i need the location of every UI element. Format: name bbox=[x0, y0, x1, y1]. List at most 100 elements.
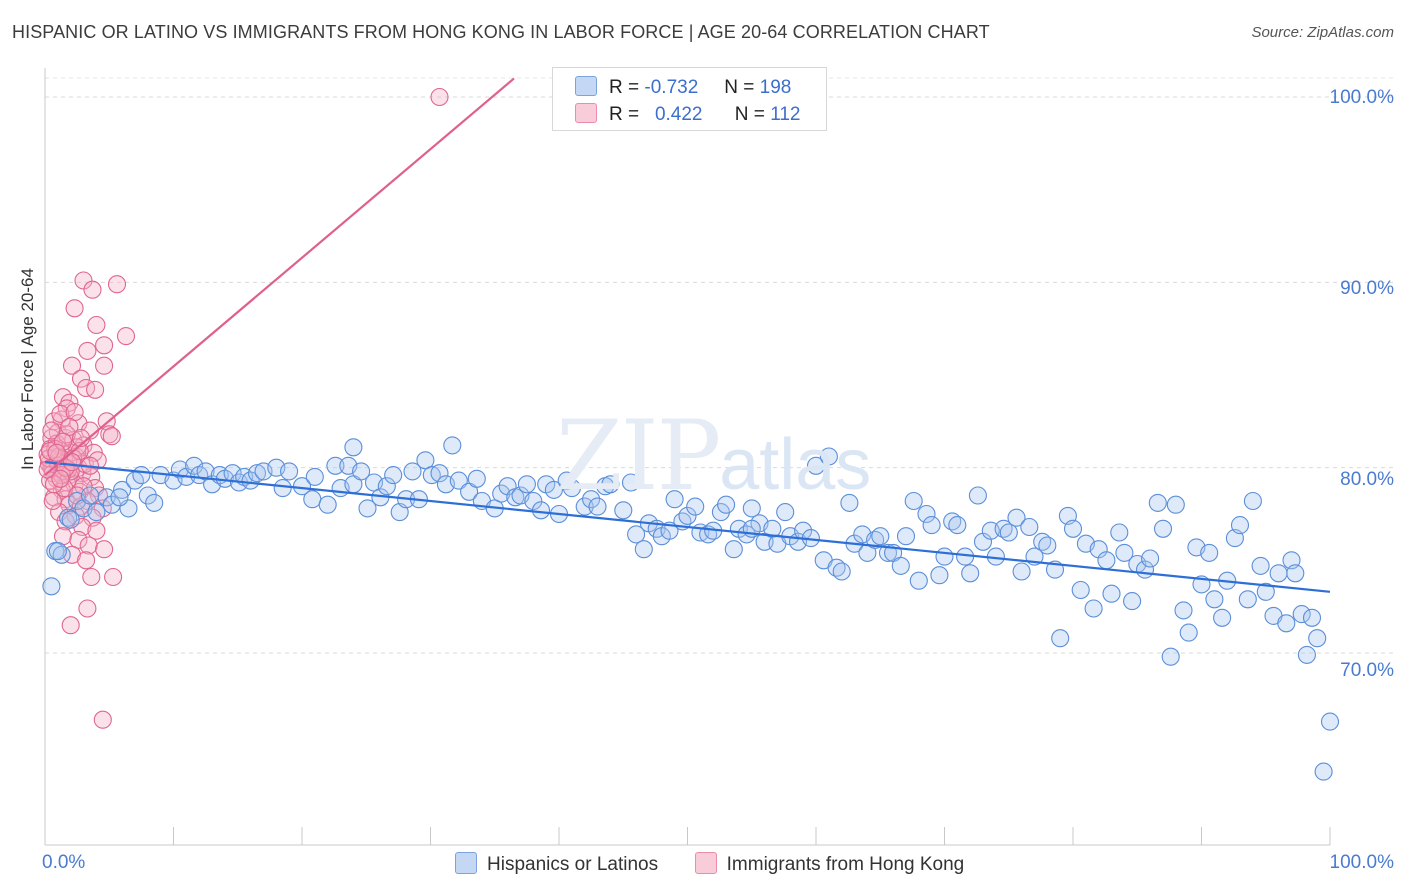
hispanic-point bbox=[742, 499, 761, 518]
hispanic-point bbox=[185, 456, 204, 475]
hispanic-point bbox=[1205, 590, 1224, 609]
hong-kong-point bbox=[78, 341, 97, 360]
hispanic-point bbox=[1115, 543, 1134, 562]
hispanic-point bbox=[132, 466, 151, 485]
hispanic-point bbox=[42, 577, 61, 596]
legend-swatch-blue bbox=[455, 852, 477, 874]
hispanic-point bbox=[1243, 491, 1262, 511]
hispanic-point bbox=[840, 493, 859, 512]
legend-swatch-blue bbox=[575, 76, 597, 96]
hispanic-point bbox=[1297, 645, 1316, 664]
hong-kong-point bbox=[53, 432, 73, 451]
hispanic-point bbox=[1102, 584, 1121, 603]
hispanic-point bbox=[517, 475, 536, 494]
hispanic-point bbox=[1084, 599, 1103, 618]
hispanic-point bbox=[1200, 543, 1219, 562]
hispanic-point bbox=[961, 564, 980, 583]
hispanic-point bbox=[1153, 519, 1173, 538]
hispanic-point bbox=[1269, 564, 1288, 583]
hispanic-point bbox=[138, 486, 157, 505]
hispanic-point bbox=[1012, 562, 1031, 581]
series-immigrants-hong-kong bbox=[38, 87, 449, 729]
hong-kong-point bbox=[77, 378, 96, 398]
hispanic-point bbox=[113, 480, 132, 499]
legend: R = -0.732 N = 198 R = 0.422 N = 112 bbox=[552, 67, 827, 131]
hispanic-point bbox=[1161, 647, 1180, 666]
hispanic-point bbox=[318, 495, 337, 514]
hispanic-point bbox=[303, 490, 322, 509]
hispanic-point bbox=[1286, 564, 1305, 583]
hispanic-point bbox=[1302, 608, 1322, 627]
hispanic-point bbox=[1007, 508, 1026, 527]
hispanic-point bbox=[819, 447, 838, 466]
hispanic-point bbox=[621, 473, 641, 492]
hong-kong-point bbox=[82, 567, 101, 587]
hispanic-point bbox=[627, 525, 646, 544]
hispanic-point bbox=[1097, 551, 1116, 570]
hong-kong-point bbox=[87, 521, 106, 540]
hispanic-point bbox=[1238, 590, 1257, 609]
hispanic-point bbox=[575, 497, 594, 516]
hispanic-point bbox=[678, 506, 697, 525]
hispanic-point bbox=[273, 479, 292, 498]
hong-kong-point bbox=[430, 87, 449, 107]
y-tick-label: 90.0% bbox=[1340, 278, 1394, 299]
x-tick-label: 0.0% bbox=[42, 852, 86, 873]
hispanic-point bbox=[344, 438, 363, 457]
hispanic-point bbox=[1038, 536, 1057, 555]
hispanic-point bbox=[377, 477, 396, 496]
hispanic-point bbox=[443, 436, 462, 455]
hispanic-point bbox=[422, 466, 441, 485]
hispanic-point bbox=[1213, 608, 1232, 627]
hispanic-point bbox=[1166, 495, 1185, 514]
hong-kong-point bbox=[116, 327, 136, 346]
hong-kong-point bbox=[83, 280, 102, 299]
hong-kong-point bbox=[61, 616, 80, 635]
hispanic-point bbox=[588, 497, 607, 516]
hispanic-point bbox=[358, 499, 377, 518]
hong-kong-point bbox=[77, 551, 96, 570]
hispanic-point bbox=[170, 460, 189, 479]
bottom-legend: Hispanics or Latinos Immigrants from Hon… bbox=[455, 852, 964, 876]
hispanic-point bbox=[59, 508, 78, 527]
hong-kong-point bbox=[51, 469, 70, 488]
hispanic-point bbox=[1256, 582, 1275, 601]
legend-swatch-pink bbox=[575, 103, 597, 123]
hispanic-point bbox=[1020, 517, 1039, 537]
hispanic-point bbox=[665, 490, 684, 509]
hispanic-point bbox=[904, 491, 923, 511]
hispanic-point bbox=[384, 466, 403, 485]
hispanic-point bbox=[917, 504, 936, 524]
trend-lines bbox=[44, 77, 1331, 593]
hispanic-point bbox=[922, 516, 941, 535]
hispanic-point bbox=[686, 497, 705, 516]
x-tick-label: 100.0% bbox=[1329, 852, 1394, 873]
hispanic-point bbox=[544, 480, 563, 499]
chart-title: HISPANIC OR LATINO VS IMMIGRANTS FROM HO… bbox=[12, 22, 990, 42]
hong-kong-point bbox=[62, 356, 82, 375]
hong-kong-point bbox=[86, 380, 105, 399]
hispanic-point bbox=[48, 542, 67, 561]
hispanic-point bbox=[1308, 629, 1327, 648]
hispanic-point bbox=[634, 540, 653, 559]
hispanic-point bbox=[61, 510, 80, 529]
hong-kong-point bbox=[71, 369, 91, 388]
legend-row-pink: R = 0.422 N = 112 bbox=[575, 103, 800, 126]
hispanic-point bbox=[891, 556, 910, 575]
watermark: ZIPatlas bbox=[556, 400, 872, 512]
hong-kong-point bbox=[47, 443, 66, 462]
hong-kong-point bbox=[102, 427, 121, 446]
hong-kong-point bbox=[41, 441, 60, 461]
hispanic-point bbox=[1063, 519, 1083, 538]
series-hispanics-latinos bbox=[42, 436, 1340, 781]
hispanic-point bbox=[1123, 592, 1142, 611]
legend-label-hong-kong: Immigrants from Hong Kong bbox=[726, 854, 965, 875]
hong-kong-point bbox=[104, 567, 123, 587]
hispanic-point bbox=[430, 464, 449, 483]
hong-kong-point bbox=[95, 356, 114, 375]
hong-kong-point bbox=[51, 404, 70, 423]
hispanic-point bbox=[145, 493, 164, 512]
hispanic-point bbox=[1141, 549, 1160, 568]
hong-kong-point bbox=[87, 315, 106, 335]
y-axis-label: In Labor Force | Age 20-64 bbox=[18, 268, 37, 470]
